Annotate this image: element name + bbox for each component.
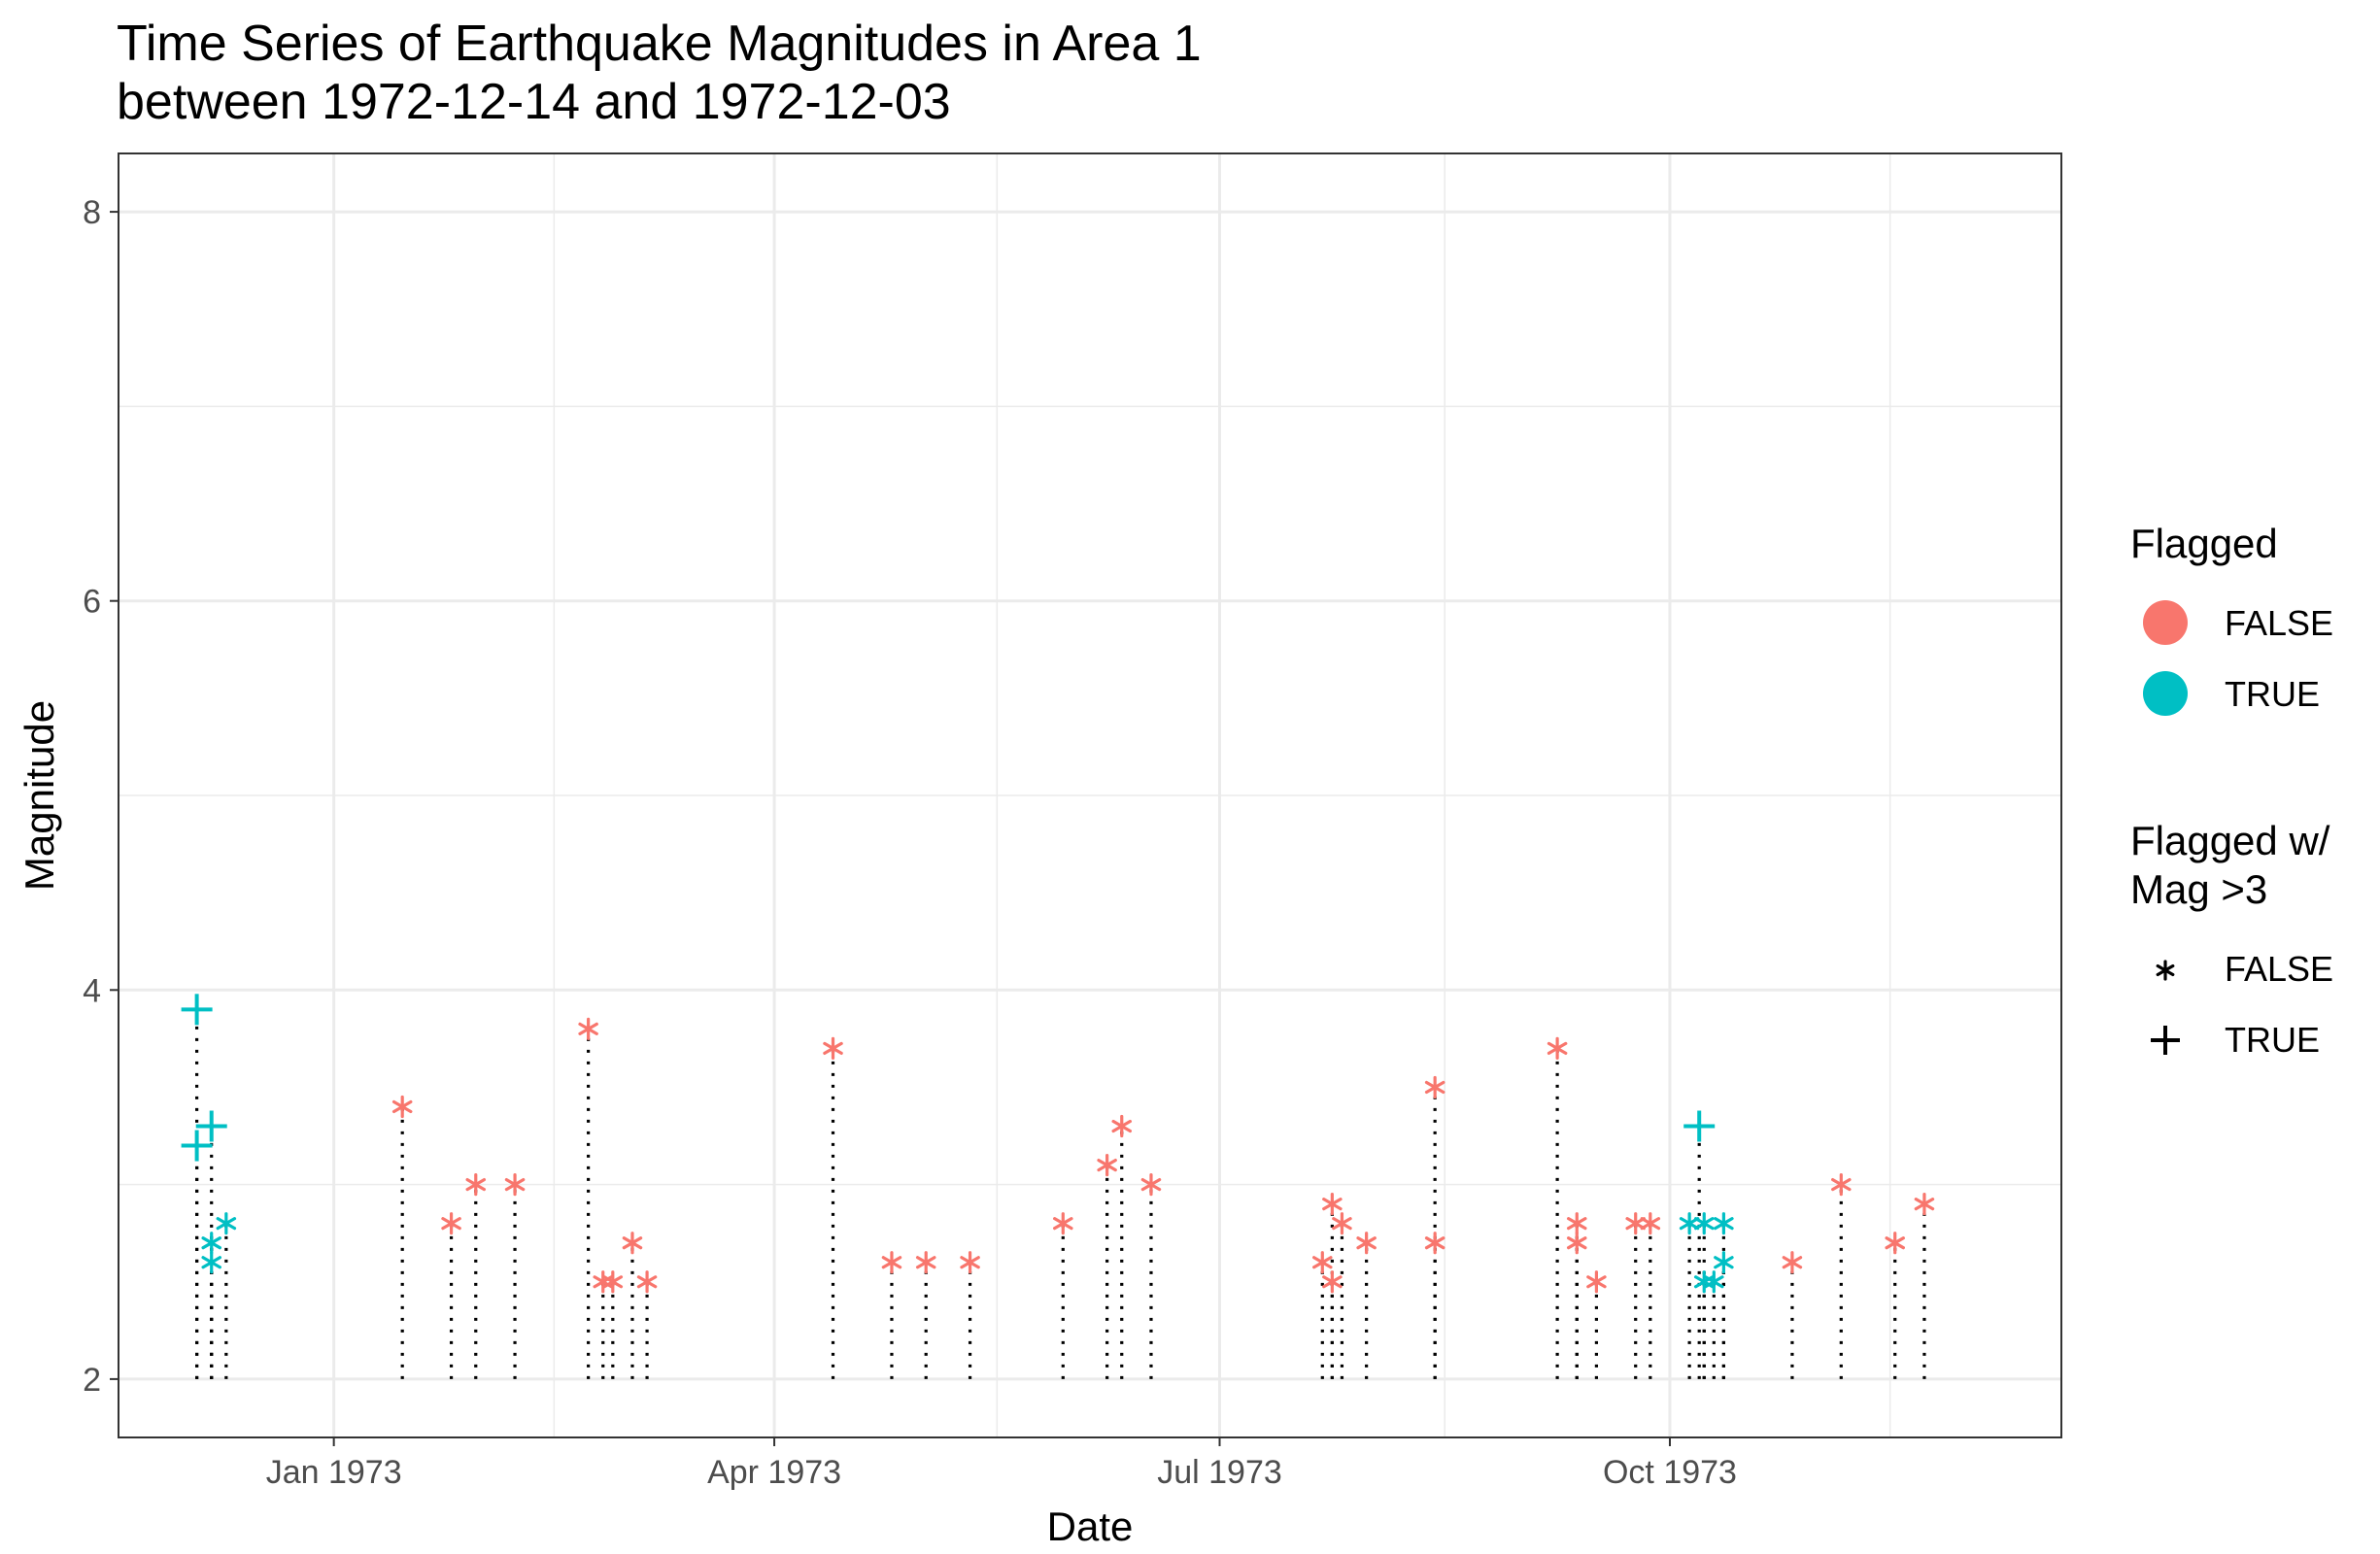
data-point-asterisk: [1111, 1114, 1133, 1138]
chart-subtitle: between 1972-12-14 and 1972-12-03: [117, 74, 951, 130]
data-point-asterisk: [1679, 1212, 1700, 1235]
data-point-asterisk: [1566, 1232, 1587, 1255]
y-tick-label: 6: [83, 584, 101, 621]
data-point-asterisk: [1625, 1212, 1646, 1235]
data-point-asterisk: [1312, 1251, 1333, 1274]
data-point-asterisk: [201, 1232, 221, 1255]
data-point-asterisk: [1547, 1036, 1568, 1060]
plot-panel: [118, 152, 2062, 1438]
data-point-asterisk: [1097, 1153, 1117, 1177]
data-point-plus: [181, 994, 213, 1026]
data-point-asterisk: [1424, 1232, 1445, 1255]
data-point-asterisk: [602, 1270, 624, 1294]
legend-shape-label-false: FALSE: [2225, 949, 2333, 989]
data-point-asterisk: [578, 1017, 598, 1040]
data-point-asterisk: [1885, 1232, 1905, 1255]
data-point-asterisk: [1714, 1212, 1734, 1235]
legend-shape-asterisk-icon: [2156, 960, 2175, 981]
x-tick-label: Jan 1973: [266, 1454, 402, 1491]
data-point-asterisk: [504, 1173, 526, 1197]
legend-color-label-true: TRUE: [2225, 674, 2320, 714]
data-point-asterisk: [1693, 1212, 1715, 1235]
data-point-asterisk: [1782, 1251, 1803, 1274]
data-point-asterisk: [216, 1212, 237, 1235]
grid: [119, 153, 2061, 1437]
legend-shape-title-line2: Mag >3: [2130, 866, 2267, 912]
data-point-asterisk: [622, 1232, 643, 1255]
data-point-plus: [195, 1110, 227, 1142]
legend-color-title: Flagged: [2130, 521, 2278, 566]
data-point-asterisk: [636, 1270, 658, 1294]
data-point-asterisk: [1140, 1173, 1162, 1197]
x-tick-label: Jul 1973: [1157, 1454, 1282, 1491]
chart-title: Time Series of Earthquake Magnitudes in …: [117, 16, 1202, 72]
data-point-asterisk: [1586, 1270, 1607, 1294]
x-tick-label: Oct 1973: [1603, 1454, 1737, 1491]
data-point-asterisk: [1356, 1232, 1377, 1255]
legend-color-swatch-false: [2143, 600, 2188, 645]
data-point-asterisk: [1704, 1270, 1724, 1294]
data-point-asterisk: [465, 1173, 487, 1197]
y-tick-label: 2: [83, 1362, 101, 1399]
data-point-plus: [1683, 1110, 1716, 1142]
data-point-asterisk: [1714, 1251, 1734, 1274]
legend-color-swatch-true: [2143, 671, 2188, 716]
legend-shape-title-line1: Flagged w/: [2130, 818, 2330, 863]
legend: Flagged FALSE TRUE Flagged w/ Mag >3 FAL…: [2130, 521, 2333, 1060]
data-point-asterisk: [1640, 1212, 1661, 1235]
legend-shape-plus-icon: [2151, 1026, 2180, 1055]
data-point-asterisk: [823, 1036, 843, 1060]
data-points: [181, 994, 1935, 1294]
data-point-asterisk: [1424, 1075, 1445, 1099]
data-point-asterisk: [391, 1095, 413, 1119]
data-point-asterisk: [881, 1251, 902, 1274]
y-tick-label: 8: [83, 194, 101, 231]
x-axis-ticks: Jan 1973 Apr 1973 Jul 1973 Oct 1973: [266, 1437, 1737, 1491]
data-point-asterisk: [1831, 1173, 1852, 1197]
y-tick-label: 4: [83, 972, 101, 1009]
y-axis-ticks: 2 4 6 8: [83, 194, 119, 1399]
x-axis-title: Date: [1047, 1503, 1134, 1549]
data-point-asterisk: [960, 1251, 980, 1274]
data-point-asterisk: [1322, 1270, 1343, 1294]
y-axis-title: Magnitude: [17, 700, 62, 891]
legend-color-label-false: FALSE: [2225, 603, 2333, 643]
data-point-asterisk: [1053, 1212, 1073, 1235]
magnitude-segments: [195, 1009, 1926, 1379]
data-point-asterisk: [201, 1251, 221, 1274]
data-point-asterisk: [1322, 1193, 1343, 1216]
data-point-plus: [181, 1130, 213, 1162]
data-point-asterisk: [1332, 1212, 1352, 1235]
data-point-asterisk: [441, 1212, 461, 1235]
data-point-asterisk: [1914, 1193, 1935, 1216]
x-tick-label: Apr 1973: [707, 1454, 841, 1491]
legend-shape-label-true: TRUE: [2225, 1020, 2320, 1060]
data-point-asterisk: [915, 1251, 936, 1274]
data-point-asterisk: [1566, 1212, 1587, 1235]
